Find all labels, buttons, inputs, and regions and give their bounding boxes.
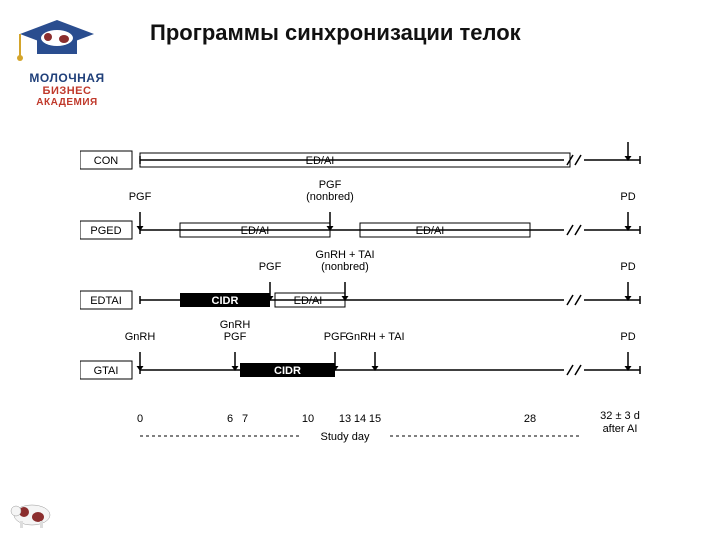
svg-text:ED/AI: ED/AI <box>306 155 335 167</box>
svg-text:PD: PD <box>620 331 635 343</box>
svg-text:EDTAI: EDTAI <box>90 295 122 307</box>
svg-text:6: 6 <box>227 413 233 425</box>
svg-text:28: 28 <box>524 413 536 425</box>
svg-text:(nonbred): (nonbred) <box>321 261 369 273</box>
logo: МОЛОЧНАЯ БИЗНЕС АКАДЕМИЯ <box>12 12 122 108</box>
svg-text:PD: PD <box>620 130 635 133</box>
svg-text:GnRH: GnRH <box>220 319 251 331</box>
svg-text:CIDR: CIDR <box>212 295 239 307</box>
sync-diagram: CONED/AIPDPGEDPGFED/AIPGF(nonbred)ED/AIP… <box>80 130 660 490</box>
svg-text:CON: CON <box>94 155 119 167</box>
svg-text:7: 7 <box>242 413 248 425</box>
svg-text:PGF: PGF <box>224 331 247 343</box>
svg-text:CIDR: CIDR <box>274 365 301 377</box>
svg-text:15: 15 <box>369 413 381 425</box>
svg-text:ED/AI: ED/AI <box>294 295 323 307</box>
svg-text:PGF: PGF <box>129 191 152 203</box>
svg-text:PGED: PGED <box>90 225 121 237</box>
svg-text:PGF: PGF <box>324 331 347 343</box>
svg-text:10: 10 <box>302 413 314 425</box>
svg-text:GnRH + TAI: GnRH + TAI <box>345 331 404 343</box>
svg-text:after AI: after AI <box>603 423 638 435</box>
svg-text:14: 14 <box>354 413 366 425</box>
svg-text:ED/AI: ED/AI <box>416 225 445 237</box>
logo-line3: АКАДЕМИЯ <box>12 97 122 108</box>
svg-text:GTAI: GTAI <box>94 365 119 377</box>
footer-cow-icon <box>6 495 54 534</box>
svg-text:PD: PD <box>620 261 635 273</box>
svg-text:13: 13 <box>339 413 351 425</box>
slide-title: Программы синхронизации телок <box>150 20 521 46</box>
svg-text:ED/AI: ED/AI <box>241 225 270 237</box>
svg-text:0: 0 <box>137 413 143 425</box>
logo-line2: БИЗНЕС <box>12 85 122 97</box>
svg-text:PD: PD <box>620 191 635 203</box>
svg-text:GnRH + TAI: GnRH + TAI <box>315 249 374 261</box>
logo-text: МОЛОЧНАЯ БИЗНЕС АКАДЕМИЯ <box>12 72 122 108</box>
svg-text:(nonbred): (nonbred) <box>306 191 354 203</box>
logo-graphic <box>12 12 102 70</box>
svg-text:PGF: PGF <box>319 179 342 191</box>
svg-text:PGF: PGF <box>259 261 282 273</box>
logo-line1: МОЛОЧНАЯ <box>12 72 122 85</box>
svg-text:32 ± 3 d: 32 ± 3 d <box>600 410 640 422</box>
svg-text:GnRH: GnRH <box>125 331 156 343</box>
svg-text:Study day: Study day <box>321 431 370 443</box>
